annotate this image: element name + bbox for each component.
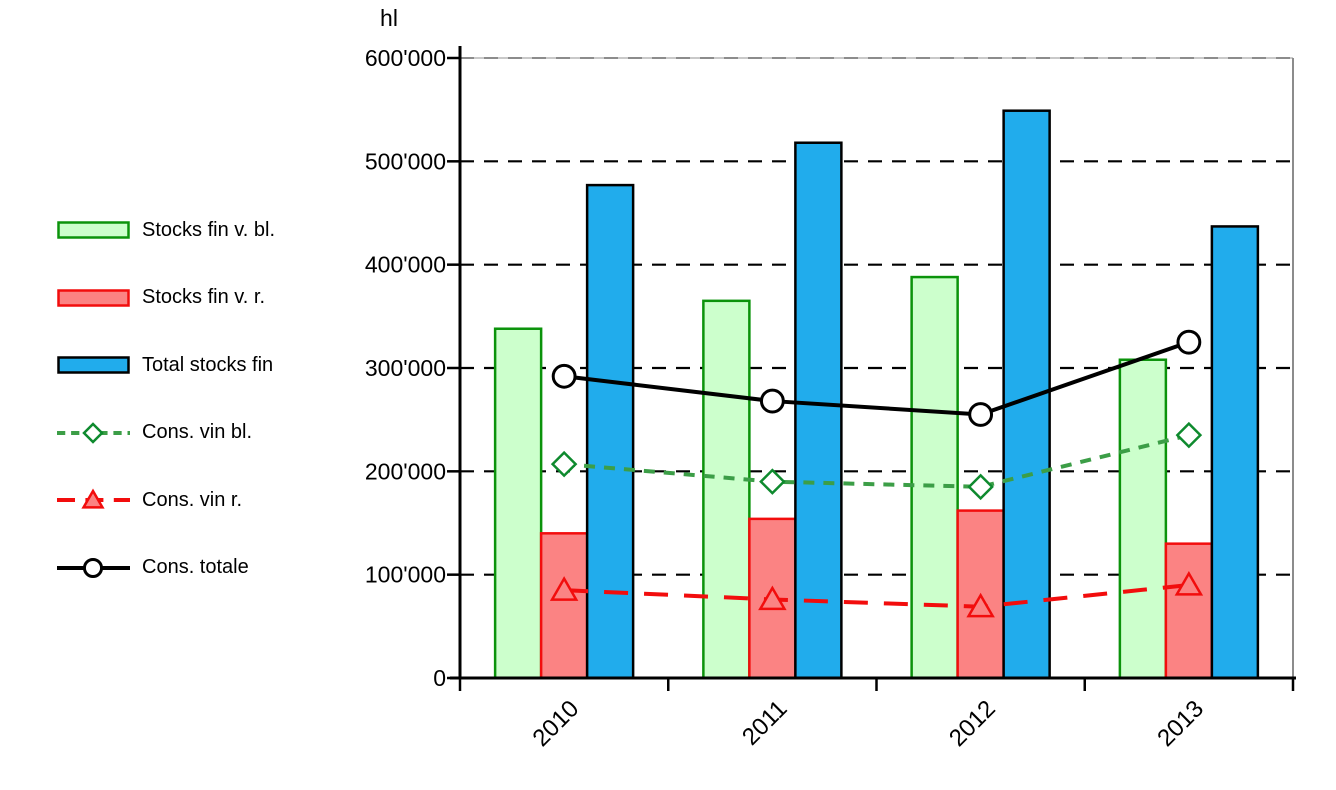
legend: Stocks fin v. bl. Stocks fin v. r. Total s… <box>57 218 275 580</box>
marker-cons-totale-2010 <box>551 363 577 389</box>
marker-cons-totale-2013 <box>1176 329 1202 355</box>
legend-label: Cons. vin bl. <box>142 421 253 443</box>
y-tick-label: 500'000 <box>365 148 446 174</box>
gridlines <box>460 57 1294 678</box>
bar-stocks-fin-v-bl-2011 <box>702 299 751 680</box>
bar-total-stocks-fin-2011 <box>794 141 843 680</box>
y-axis-tick-labels: 0 100'000 200'000 300'000 400'000 500'000 600'… <box>365 45 446 691</box>
y-tick-label: 100'000 <box>365 562 446 588</box>
legend-bar-swatch <box>57 288 130 307</box>
bar-total-stocks-fin-2010 <box>585 183 635 680</box>
legend-label: Total stocks fin <box>142 353 274 376</box>
y-axis-unit-label: hl <box>380 5 398 31</box>
legend-label: Cons. vin r. <box>142 488 243 511</box>
line-cons-totale <box>563 340 1190 417</box>
marker-cons-vin-bl-2011 <box>759 468 786 495</box>
legend-item-cons-vin-r: Cons. vin r. <box>57 488 275 512</box>
marker-cons-vin-r-2013 <box>1174 570 1204 596</box>
legend-marker-triangle <box>81 488 105 509</box>
bar-stocks-fin-v-r-2010 <box>539 532 589 680</box>
marker-cons-vin-bl-2012 <box>967 473 994 501</box>
legend-swatch-cons-vin-r <box>57 488 130 509</box>
marker-cons-vin-r-2010 <box>549 576 579 601</box>
bar-stocks-fin-v-bl-2013 <box>1118 358 1168 680</box>
line-series <box>549 329 1204 618</box>
legend-swatch-stocks-fin-v-r <box>57 288 130 307</box>
bar-series <box>493 109 1260 680</box>
legend-label: Stocks fin v. r. <box>142 286 265 308</box>
series-cons-totale <box>551 329 1202 427</box>
line-cons-vin-r <box>564 583 1190 609</box>
x-tick-label-2011: 2011 <box>737 695 793 751</box>
x-axis-tick-labels: 2010 2011 2012 2013 <box>528 695 1210 752</box>
legend-marker-circle <box>82 557 104 578</box>
series-cons-vin-bl <box>550 421 1203 501</box>
marker-cons-vin-bl-2013 <box>1175 421 1203 449</box>
y-tick-label: 400'000 <box>365 252 446 278</box>
legend-item-stocks-fin-v-bl: Stocks fin v. bl. <box>57 218 275 242</box>
legend-swatch-cons-totale <box>57 557 130 578</box>
legend-marker-diamond <box>82 421 104 444</box>
legend-swatch-stocks-fin-v-bl <box>57 221 130 239</box>
legend-item-stocks-fin-v-r: Stocks fin v. r. <box>57 286 275 310</box>
y-tick-label: 0 <box>433 665 446 691</box>
x-tick-label-2013: 2013 <box>1152 695 1209 752</box>
axes <box>447 46 1296 691</box>
y-tick-label: 300'000 <box>365 355 446 381</box>
line-cons-vin-bl <box>563 433 1190 489</box>
legend-bar-swatch <box>57 356 130 374</box>
y-tick-label: 200'000 <box>365 458 446 484</box>
series-cons-vin-r <box>549 570 1204 618</box>
legend-item-cons-totale: Cons. totale <box>57 556 275 580</box>
x-tick-label-2010: 2010 <box>528 695 585 752</box>
bar-stocks-fin-v-r-2013 <box>1164 542 1214 680</box>
legend-label: Stocks fin v. bl. <box>142 218 276 241</box>
bar-total-stocks-fin-2013 <box>1210 225 1260 680</box>
x-tick-label-2012: 2012 <box>944 695 1001 752</box>
marker-cons-vin-r-2012 <box>966 592 995 618</box>
legend-label: Cons. totale <box>142 556 249 578</box>
legend-item-total-stocks-fin: Total stocks fin <box>57 353 275 377</box>
marker-cons-totale-2011 <box>759 388 785 414</box>
legend-swatch-total-stocks-fin <box>57 356 130 374</box>
y-tick-label: 600'000 <box>365 45 446 71</box>
bar-stocks-fin-v-bl-2012 <box>910 275 959 680</box>
legend-bar-swatch <box>57 221 130 239</box>
marker-cons-vin-r-2011 <box>758 585 787 611</box>
marker-cons-vin-bl-2010 <box>550 450 578 478</box>
legend-swatch-cons-vin-bl <box>57 421 130 444</box>
legend-item-cons-vin-bl: Cons. vin bl. <box>57 421 275 445</box>
marker-cons-totale-2012 <box>968 402 994 427</box>
bar-stocks-fin-v-bl-2010 <box>493 327 543 680</box>
